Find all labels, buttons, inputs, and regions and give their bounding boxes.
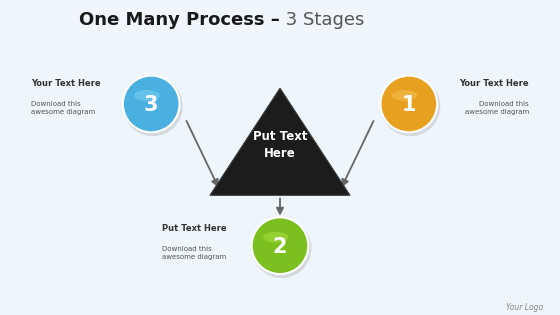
Text: Your Text Here: Your Text Here [31,79,100,88]
Text: Download this
awesome diagram: Download this awesome diagram [31,101,95,115]
Polygon shape [210,88,350,195]
Ellipse shape [123,77,183,136]
Text: Your Text Here: Your Text Here [460,79,529,88]
Text: 3 Stages: 3 Stages [280,11,365,29]
Text: 1: 1 [402,95,416,115]
Ellipse shape [123,76,180,132]
Ellipse shape [252,219,311,278]
Ellipse shape [134,90,160,101]
FancyBboxPatch shape [6,47,554,312]
Ellipse shape [392,90,417,101]
Ellipse shape [380,76,437,132]
Text: Put Text Here: Put Text Here [162,224,227,233]
Ellipse shape [381,77,440,136]
Text: Download this
awesome diagram: Download this awesome diagram [465,101,529,115]
Ellipse shape [263,232,288,243]
Text: Your Logo: Your Logo [506,303,543,312]
Text: 2: 2 [273,237,287,257]
Text: One Many Process –: One Many Process – [79,11,280,29]
Ellipse shape [251,217,309,274]
Text: Put Text
Here: Put Text Here [253,130,307,160]
Text: Download this
awesome diagram: Download this awesome diagram [162,246,227,260]
Text: 3: 3 [144,95,158,115]
